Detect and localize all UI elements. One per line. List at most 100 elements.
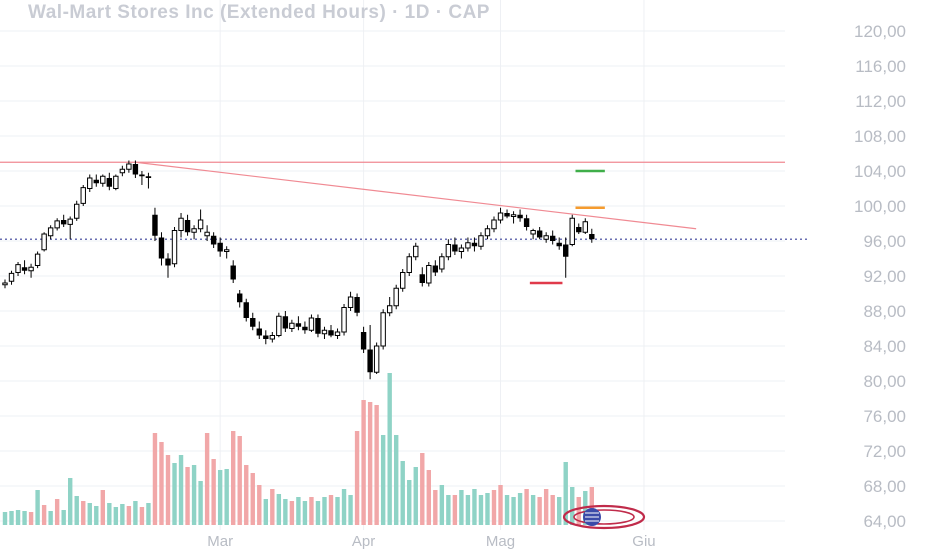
candle xyxy=(419,267,425,287)
candle-body xyxy=(406,256,412,273)
volume-bar xyxy=(504,495,510,525)
volume-bar xyxy=(276,494,282,525)
volume-bar xyxy=(204,433,210,525)
volume-bar xyxy=(530,495,536,525)
logo-ring-inner xyxy=(573,509,635,525)
candle-body xyxy=(34,253,41,266)
volume-bar xyxy=(87,503,92,525)
candle-body xyxy=(549,235,556,241)
candle xyxy=(178,213,184,238)
volume-bar xyxy=(413,467,418,525)
x-tick-label: Giu xyxy=(632,533,655,550)
gridlines xyxy=(0,0,785,530)
candle-body xyxy=(510,214,517,217)
candle xyxy=(60,214,67,227)
candle xyxy=(576,223,582,234)
candle-body xyxy=(439,256,445,270)
volume-bar xyxy=(400,461,405,525)
candle-body xyxy=(308,317,315,331)
trend-line xyxy=(135,161,697,230)
candle xyxy=(302,321,308,334)
volume-bar xyxy=(387,373,392,525)
volume-bar xyxy=(107,503,112,525)
y-tick-label: 120,00 xyxy=(854,22,906,41)
candle-body xyxy=(171,230,178,265)
candle-body xyxy=(204,231,210,237)
volume-bar xyxy=(315,501,321,525)
candle xyxy=(263,330,269,345)
candle-body xyxy=(563,244,569,257)
volume-bar xyxy=(54,499,60,525)
volume-bar xyxy=(165,455,171,525)
volume-bar xyxy=(570,487,575,525)
candle-body xyxy=(243,302,249,318)
volume-bar xyxy=(2,512,8,525)
candle-body xyxy=(321,329,328,335)
candle xyxy=(543,232,549,243)
volume-bar xyxy=(113,507,119,525)
candle-body xyxy=(210,235,217,245)
volume-bar xyxy=(491,490,497,525)
candle xyxy=(308,314,315,332)
candle xyxy=(126,160,132,173)
candle xyxy=(504,209,510,219)
volume-bar xyxy=(283,499,288,525)
y-tick-label: 104,00 xyxy=(854,162,906,181)
candle xyxy=(67,216,73,240)
volume-bar xyxy=(322,497,327,525)
volume-bar xyxy=(126,506,132,525)
candle xyxy=(119,165,126,177)
candle-body xyxy=(269,335,276,340)
candle xyxy=(113,174,119,191)
candle-body xyxy=(530,230,536,235)
x-tick-label: Apr xyxy=(352,533,375,550)
volume-bar xyxy=(185,467,190,525)
volume-bar xyxy=(237,436,242,525)
candle-body xyxy=(145,176,152,178)
candle-body xyxy=(458,247,465,252)
volume-bar xyxy=(231,431,236,525)
volume-bar xyxy=(465,495,471,525)
candle-body xyxy=(504,213,510,217)
volume-bar xyxy=(133,501,138,525)
candle xyxy=(41,232,47,252)
candle-body xyxy=(393,287,399,307)
candle xyxy=(184,214,191,236)
volume-bar xyxy=(41,505,47,525)
candle-body xyxy=(497,212,504,221)
volume-bar xyxy=(348,495,353,525)
candle xyxy=(210,232,217,248)
candle-body xyxy=(276,315,282,336)
x-tick-label: Mar xyxy=(207,533,233,550)
volume-bar xyxy=(120,504,125,525)
candle xyxy=(452,237,458,255)
candle-body xyxy=(419,274,425,283)
volume-bar xyxy=(250,473,255,525)
y-tick-label: 84,00 xyxy=(863,337,906,356)
y-tick-label: 68,00 xyxy=(863,477,906,496)
y-tick-label: 64,00 xyxy=(863,512,906,531)
candle xyxy=(21,260,28,275)
volume-bar xyxy=(217,470,223,525)
candle xyxy=(74,200,80,221)
candle xyxy=(517,209,523,222)
y-tick-label: 116,00 xyxy=(855,57,906,76)
candle xyxy=(8,270,15,285)
candle-body xyxy=(230,265,236,280)
candle xyxy=(15,262,21,276)
volume-bar xyxy=(433,490,438,525)
candle-body xyxy=(315,318,321,334)
candle-body xyxy=(536,230,543,238)
y-tick-label: 88,00 xyxy=(863,302,906,321)
candle xyxy=(237,290,243,308)
candle xyxy=(556,237,562,250)
volume-bar xyxy=(28,512,34,525)
volume-bar xyxy=(557,497,562,525)
y-tick-label: 108,00 xyxy=(854,127,906,146)
candle-body xyxy=(556,242,562,247)
candle-body xyxy=(74,203,80,219)
volume-bar xyxy=(485,493,490,525)
candle xyxy=(93,174,99,187)
volume-bar xyxy=(68,478,73,525)
